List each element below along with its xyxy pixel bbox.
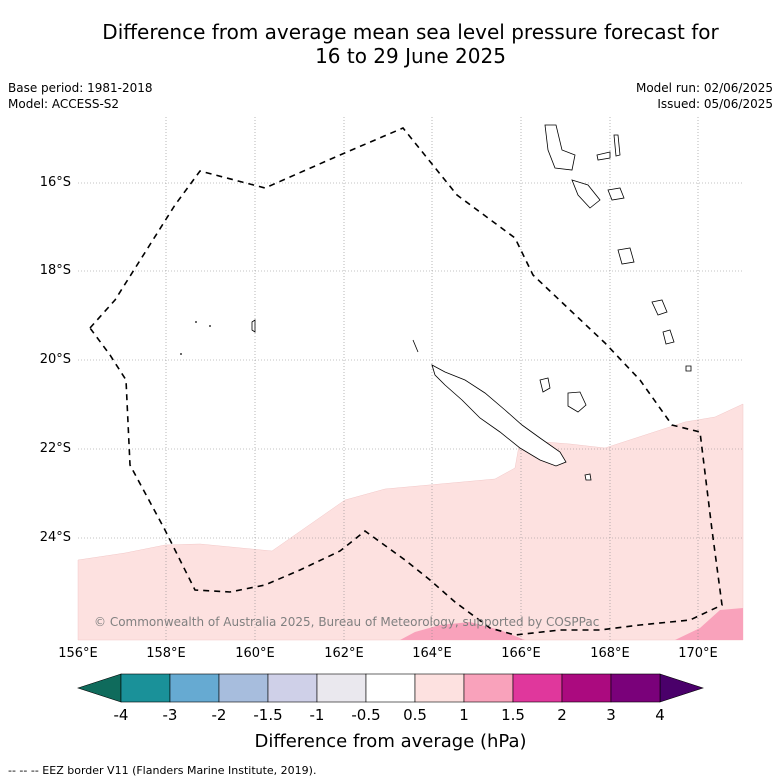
vanuatu-ambae — [596, 151, 611, 161]
colorbar-box — [463, 673, 514, 703]
loyalty-island-lifou — [567, 391, 587, 413]
colorbar-tick: 3 — [606, 706, 616, 724]
colorbar-tick: 0.5 — [403, 706, 427, 724]
reef-dot-1 — [195, 321, 197, 323]
colorbar-box — [561, 673, 612, 703]
colorbar-boxes — [120, 673, 661, 703]
vanuatu-aneityum — [651, 299, 668, 316]
colorbar-tick: -4 — [113, 706, 129, 724]
colorbar-box — [267, 673, 318, 703]
colorbar-high-extend — [659, 673, 704, 703]
lat-label-16s: 16°S — [39, 175, 71, 190]
colorbar-tick: 4 — [655, 706, 665, 724]
title-line-1: Difference from average mean sea level p… — [102, 20, 719, 44]
colorbar-box — [414, 673, 465, 703]
colorbar-tick: -3 — [162, 706, 178, 724]
colorbar-box — [218, 673, 269, 703]
lon-label-158e: 158°E — [146, 646, 186, 661]
copyright-notice: © Commonwealth of Australia 2025, Bureau… — [94, 615, 600, 629]
colorbar-box — [512, 673, 563, 703]
vanuatu-maewo — [613, 134, 621, 157]
anomaly-region-0.5-1 — [77, 403, 744, 641]
colorbar-box — [169, 673, 220, 703]
vanuatu-malekula — [571, 179, 601, 209]
issued-date: Issued: 05/06/2025 — [657, 97, 773, 111]
lon-label-164e: 164°E — [412, 646, 452, 661]
reef-dot-3 — [180, 353, 182, 355]
vanuatu-efate — [607, 187, 625, 201]
lon-label-166e: 166°E — [501, 646, 541, 661]
colorbar-box — [316, 673, 367, 703]
lon-label-160e: 160°E — [235, 646, 275, 661]
colorbar-box — [610, 673, 661, 703]
eez-border — [88, 127, 723, 636]
island-d-entrecasteaux — [412, 339, 419, 353]
lon-label-170e: 170°E — [678, 646, 718, 661]
eez-legend: -- -- -- EEZ border V11 (Flanders Marine… — [8, 764, 317, 777]
lat-label-18s: 18°S — [39, 263, 71, 278]
colorbar-tick: 2 — [557, 706, 567, 724]
title-line-2: 16 to 29 June 2025 — [315, 44, 506, 68]
model-run: Model run: 02/06/2025 — [635, 81, 773, 95]
lat-label-22s: 22°S — [39, 441, 71, 456]
model-name: Model: ACCESS-S2 — [8, 97, 120, 111]
anomaly-region-1-1.5 — [400, 622, 525, 640]
graticule — [78, 117, 743, 640]
colorbar-tick: -1.5 — [253, 706, 283, 724]
colorbar-tick: -2 — [211, 706, 227, 724]
anomaly-region-1-1.5-east — [675, 608, 743, 640]
colorbar-tick: -0.5 — [351, 706, 381, 724]
vanuatu-erromango — [617, 247, 635, 265]
island-chesterfield — [251, 319, 256, 333]
lon-label-156e: 156°E — [58, 646, 98, 661]
loyalty-island-ouvea — [539, 377, 551, 393]
meta-left: Base period: 1981-2018 Model: ACCESS-S2 — [8, 80, 153, 112]
colorbar-tick: 1.5 — [501, 706, 525, 724]
colorbar-box — [120, 673, 171, 703]
reef-dot-2 — [209, 325, 211, 327]
vanuatu-tanna — [662, 329, 675, 345]
colorbar-low-extend — [77, 673, 122, 703]
lon-label-168e: 168°E — [590, 646, 630, 661]
colorbar-tick: 1 — [459, 706, 469, 724]
base-period: Base period: 1981-2018 — [8, 81, 153, 95]
loyalty-island-mare — [584, 473, 592, 481]
lat-label-24s: 24°S — [39, 530, 71, 545]
colorbar-label: Difference from average (hPa) — [254, 731, 527, 752]
meta-right: Model run: 02/06/2025 Issued: 05/06/2025 — [636, 80, 773, 112]
lon-label-162e: 162°E — [324, 646, 364, 661]
new-caledonia-coast — [431, 364, 567, 467]
vanuatu-espiritu-santo — [544, 124, 576, 171]
colorbar-tick: -1 — [309, 706, 325, 724]
lat-label-20s: 20°S — [39, 352, 71, 367]
island-hunter — [685, 365, 692, 372]
colorbar-box — [365, 673, 416, 703]
map-title: Difference from average mean sea level p… — [40, 20, 781, 68]
